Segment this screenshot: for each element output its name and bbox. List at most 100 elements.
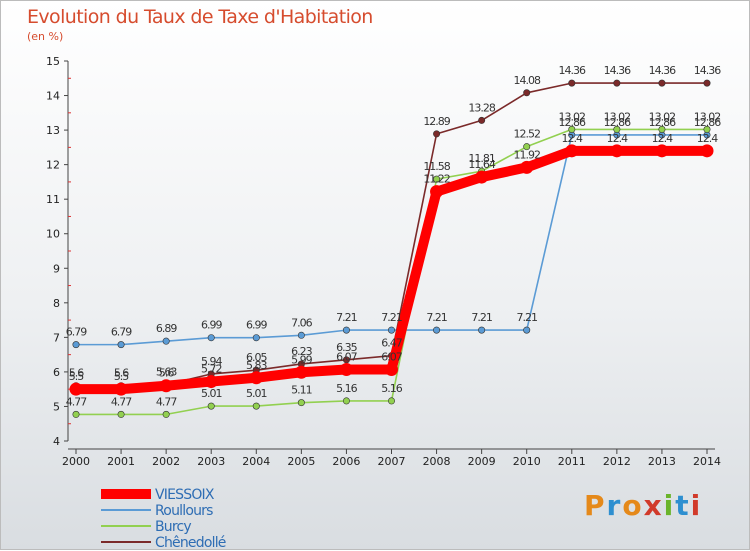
data-point — [69, 382, 83, 396]
data-label: 11.22 — [423, 173, 450, 186]
data-point — [207, 334, 215, 342]
data-label: 14.36 — [559, 64, 586, 77]
data-label: 13.02 — [559, 110, 586, 123]
logo-letter: i — [690, 489, 703, 522]
data-label: 7.21 — [516, 311, 537, 324]
x-tick-label: 2012 — [603, 455, 631, 468]
proxiti-logo: Proxiti — [584, 489, 702, 522]
y-tick-label: 9 — [53, 262, 60, 275]
data-point — [433, 130, 441, 138]
data-point — [297, 331, 305, 339]
data-label: 4.77 — [66, 395, 87, 408]
data-label: 5.63 — [156, 366, 177, 379]
data-label: 13.02 — [649, 110, 676, 123]
data-label: 12.4 — [697, 132, 718, 145]
data-point — [523, 143, 531, 151]
x-tick-label: 2000 — [62, 455, 90, 468]
data-point — [342, 326, 350, 334]
data-label: 12.52 — [513, 128, 540, 141]
data-point — [159, 379, 173, 393]
data-label: 7.21 — [426, 311, 447, 324]
data-point — [387, 397, 395, 405]
data-label: 12.86 — [694, 116, 721, 129]
data-label: 12.89 — [423, 115, 450, 128]
data-point — [162, 337, 170, 345]
data-point — [568, 79, 576, 87]
data-point — [252, 334, 260, 342]
logo-letter: i — [663, 489, 676, 522]
data-point — [72, 341, 80, 349]
data-label: 5.01 — [201, 387, 222, 400]
data-point — [655, 144, 669, 158]
data-point — [523, 89, 531, 97]
data-label: 13.02 — [604, 110, 631, 123]
data-point — [385, 362, 398, 376]
legend-label: Roullours — [155, 503, 213, 519]
data-point — [478, 326, 486, 334]
x-tick-label: 2003 — [197, 455, 225, 468]
data-point — [610, 144, 624, 158]
x-tick-label: 2006 — [332, 455, 360, 468]
legend-label: Chênedollé — [155, 535, 226, 551]
data-label: 11.92 — [513, 148, 540, 161]
data-label: 5.01 — [246, 387, 267, 400]
data-label: 12.86 — [559, 116, 586, 129]
data-label: 7.21 — [381, 311, 402, 324]
y-tick-label: 14 — [46, 90, 60, 103]
data-point — [339, 362, 353, 376]
x-tick-label: 2002 — [152, 455, 180, 468]
y-tick-label: 12 — [46, 159, 60, 172]
data-label: 5.94 — [201, 355, 222, 368]
x-tick-label: 2004 — [242, 455, 270, 468]
logo-letter: t — [675, 489, 691, 522]
y-tick-label: 13 — [46, 124, 60, 137]
data-point — [613, 125, 621, 133]
logo-letter: x — [643, 489, 664, 522]
data-label: 6.07 — [336, 350, 357, 363]
legend-label: VIESSOIX — [155, 487, 215, 503]
data-label: 6.35 — [336, 341, 357, 354]
data-label: 12.4 — [562, 132, 583, 145]
y-tick-label: 6 — [53, 366, 60, 379]
chart-unit: (en %) — [27, 30, 64, 43]
data-point — [117, 341, 125, 349]
data-label: 6.23 — [291, 345, 312, 358]
data-point — [523, 326, 531, 334]
data-point — [294, 365, 308, 379]
data-point — [613, 79, 621, 87]
data-label: 7.21 — [336, 311, 357, 324]
data-label: 11.81 — [468, 152, 495, 165]
data-label: 12.86 — [649, 116, 676, 129]
data-point — [565, 144, 579, 158]
data-label: 11.58 — [423, 160, 450, 173]
data-label: 5.11 — [291, 384, 312, 397]
data-label: 7.06 — [291, 316, 312, 329]
x-tick-label: 2011 — [558, 455, 586, 468]
data-point — [700, 144, 714, 158]
data-point — [703, 125, 711, 133]
x-tick-label: 2001 — [107, 455, 135, 468]
y-tick-label: 8 — [53, 297, 60, 310]
data-point — [204, 375, 218, 389]
x-tick-label: 2008 — [423, 455, 451, 468]
data-label: 4.77 — [156, 395, 177, 408]
data-label: 5.5 — [69, 370, 84, 383]
data-label: 14.36 — [604, 64, 631, 77]
y-tick-label: 5 — [53, 400, 60, 413]
data-label: 4.77 — [111, 395, 132, 408]
y-tick-label: 10 — [46, 228, 60, 241]
data-point — [249, 371, 263, 385]
data-point — [658, 79, 666, 87]
x-tick-label: 2005 — [287, 455, 315, 468]
data-point — [207, 402, 215, 410]
data-point — [703, 79, 711, 87]
data-label: 6.99 — [246, 319, 267, 332]
data-label: 13.02 — [694, 110, 721, 123]
y-tick-label: 15 — [46, 55, 60, 68]
data-label: 5.6 — [69, 367, 84, 380]
data-point — [433, 326, 441, 334]
data-label: 6.89 — [156, 322, 177, 335]
data-label: 11.64 — [468, 158, 495, 171]
data-point — [520, 160, 534, 174]
